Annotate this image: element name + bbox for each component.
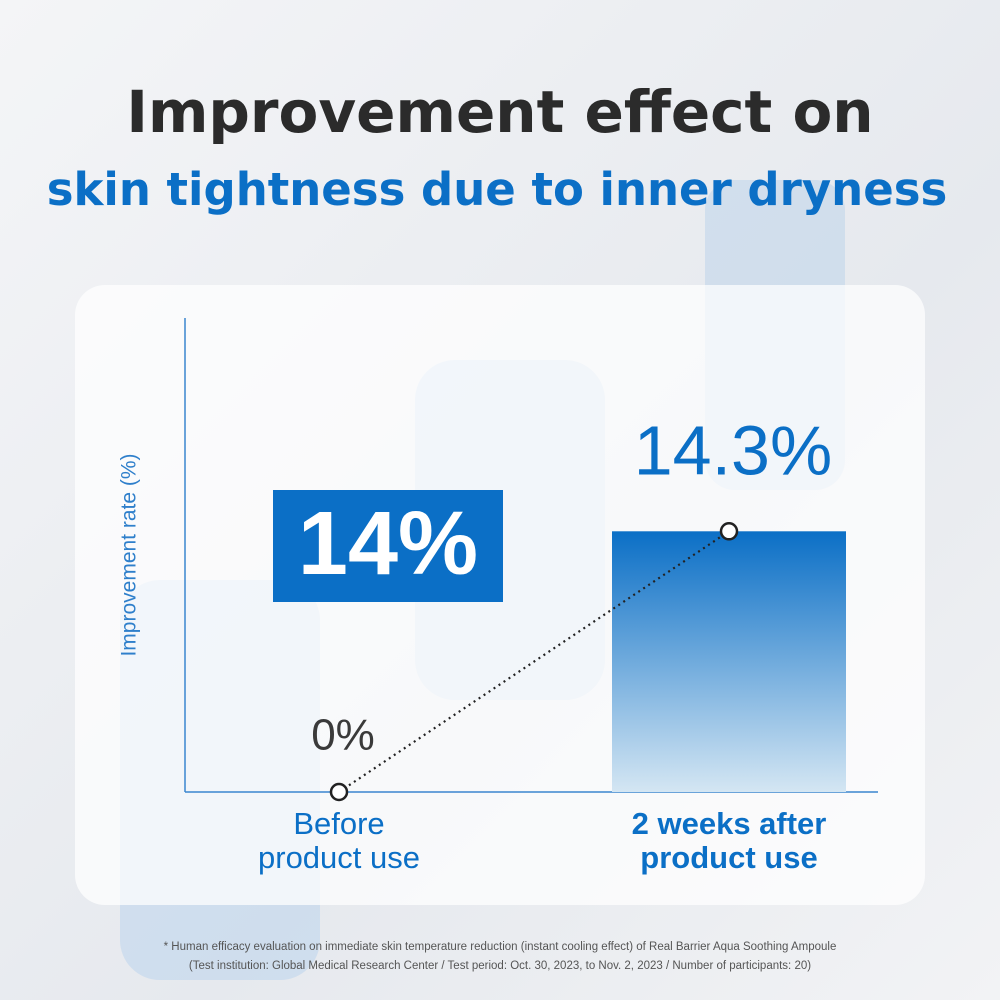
footnote: (Test institution: Global Medical Resear…: [189, 960, 811, 972]
chart-title: Improvement effect on: [126, 78, 873, 146]
footnote: * Human efficacy evaluation on immediate…: [164, 941, 837, 953]
callout-box: [273, 490, 503, 602]
y-axis-label: Improvement rate (%): [118, 453, 141, 656]
value-label: 0%: [311, 711, 375, 760]
chart-subtitle: skin tightness due to inner dryness: [47, 163, 948, 216]
callout-text: 14%: [298, 494, 478, 594]
x-tick-label: Before product use: [258, 806, 420, 875]
value-label: 14.3%: [634, 411, 832, 489]
point: [719, 522, 739, 541]
trend-line: [338, 530, 730, 793]
bar: [612, 531, 846, 792]
x-tick-label: 2 weeks after product use: [632, 806, 827, 875]
point: [329, 782, 349, 802]
